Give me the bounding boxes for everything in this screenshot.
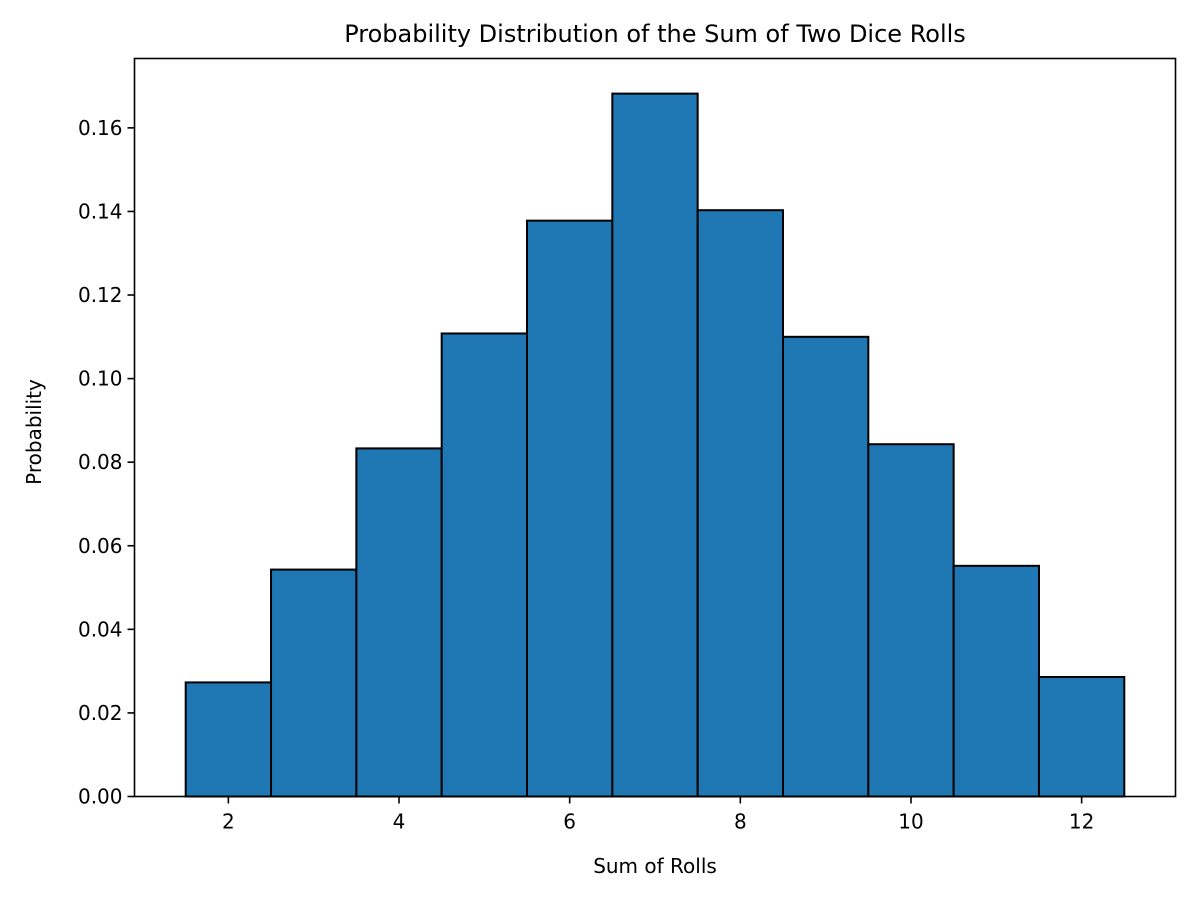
bars-layer xyxy=(184,92,1126,798)
y-tick-label: 0.06 xyxy=(78,534,123,558)
histogram-bar-5 xyxy=(440,332,529,798)
y-tick-label: 0.02 xyxy=(78,701,123,725)
y-tick-label: 0.10 xyxy=(78,367,123,391)
x-axis: 2 4 6 8 10 12 xyxy=(222,796,1094,834)
plot-frame xyxy=(133,57,1177,798)
histogram-bar-2 xyxy=(184,681,273,798)
histogram-bar-8 xyxy=(696,209,784,798)
x-axis-label: Sum of Rolls xyxy=(593,854,717,878)
chart-title: Probability Distribution of the Sum of T… xyxy=(344,20,966,48)
histogram-bar-6 xyxy=(526,219,614,798)
histogram-bar-4 xyxy=(355,447,443,798)
x-tick-label: 2 xyxy=(222,810,235,834)
y-tick-label: 0.00 xyxy=(78,785,123,809)
y-tick-label: 0.12 xyxy=(78,283,123,307)
histogram-bar-11 xyxy=(952,564,1040,798)
x-tick-label: 6 xyxy=(563,810,576,834)
histogram-bar-9 xyxy=(781,335,870,798)
x-tick-label: 12 xyxy=(1069,810,1094,834)
x-tick-label: 4 xyxy=(393,810,406,834)
histogram-bar-3 xyxy=(270,568,358,798)
y-tick-label: 0.16 xyxy=(78,116,123,140)
y-axis-label: Probability xyxy=(22,379,46,485)
y-axis: 0.00 0.02 0.04 0.06 0.08 0.10 0.12 0.14 0.16 xyxy=(78,116,135,809)
histogram-bar-7 xyxy=(611,92,699,798)
x-tick-label: 8 xyxy=(734,810,747,834)
histogram-bar-10 xyxy=(867,443,955,798)
y-tick-label: 0.04 xyxy=(78,617,123,641)
y-tick-label: 0.14 xyxy=(78,199,123,223)
y-tick-label: 0.08 xyxy=(78,450,123,474)
histogram-bar-12 xyxy=(1037,675,1126,798)
x-tick-label: 10 xyxy=(898,810,923,834)
